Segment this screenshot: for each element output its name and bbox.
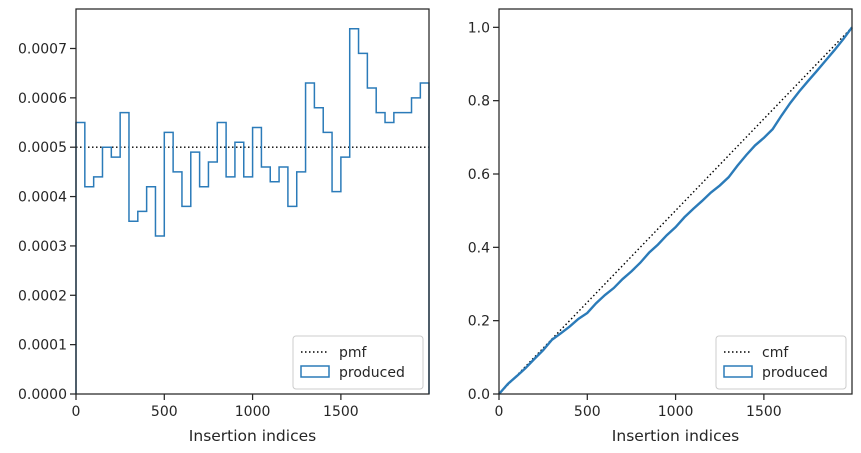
cmf-legend-cmf-label: cmf (762, 345, 789, 361)
pmf-x-tick-label: 0 (72, 404, 81, 420)
pmf-y-tick-label: 0.0003 (18, 239, 67, 255)
pmf-y-tick-label: 0.0007 (18, 41, 67, 57)
pmf-x-axis-label: Insertion indices (189, 427, 316, 445)
pmf-histogram-panel: 0.0000 0.0001 0.0002 0.0003 0.0004 0.0005 0.00… (18, 8, 430, 445)
pmf-x-axis: 0 500 1000 1500 (72, 394, 359, 420)
cmf-y-tick-label: 0.8 (468, 94, 490, 110)
cmf-x-tick-label: 500 (574, 404, 601, 420)
pmf-y-tick-label: 0.0004 (18, 190, 67, 206)
pmf-y-tick-label: 0.0001 (18, 338, 67, 354)
cmf-y-tick-label: 0.4 (468, 240, 490, 256)
pmf-legend-produced-label: produced (339, 365, 405, 381)
cmf-legend-produced-swatch (723, 365, 753, 378)
cmf-series-cmf (498, 26, 853, 395)
cmf-x-axis-label: Insertion indices (612, 427, 739, 445)
pmf-y-tick-label: 0.0000 (18, 387, 67, 403)
cmf-legend-box (715, 335, 847, 390)
pmf-x-tick-label: 1000 (235, 404, 271, 420)
cmf-series-produced (498, 26, 853, 395)
cmf-y-tick-label: 0.0 (468, 387, 490, 403)
pmf-y-tick-label: 0.0006 (18, 91, 67, 107)
pmf-x-tick-label: 1500 (323, 404, 359, 420)
cmf-x-tick-label: 0 (495, 404, 504, 420)
cmf-panel: 0.0 0.2 0.4 0.6 0.8 1.0 0 500 1000 1500 Insertio… (468, 8, 853, 445)
cmf-legend: cmf produced (715, 335, 847, 390)
cmf-legend-produced-label: produced (762, 365, 828, 381)
cmf-x-tick-label: 1000 (658, 404, 694, 420)
pmf-legend: pmf produced (292, 335, 424, 390)
cmf-y-axis: 0.0 0.2 0.4 0.6 0.8 1.0 (468, 20, 499, 403)
pmf-legend-box (292, 335, 424, 390)
cmf-x-axis: 0 500 1000 1500 (495, 394, 782, 420)
cmf-y-tick-label: 0.2 (468, 314, 490, 330)
pmf-y-tick-label: 0.0005 (18, 140, 67, 156)
cmf-y-tick-label: 1.0 (468, 20, 490, 36)
pmf-legend-pmf-label: pmf (339, 345, 368, 361)
cmf-x-tick-label: 1500 (746, 404, 782, 420)
pmf-y-tick-label: 0.0002 (18, 288, 67, 304)
cmf-y-tick-label: 0.6 (468, 167, 490, 183)
pmf-x-tick-label: 500 (151, 404, 178, 420)
pmf-series-produced (75, 27, 430, 394)
pmf-legend-produced-swatch (300, 365, 330, 378)
pmf-y-axis: 0.0000 0.0001 0.0002 0.0003 0.0004 0.0005 0.00… (18, 41, 76, 403)
